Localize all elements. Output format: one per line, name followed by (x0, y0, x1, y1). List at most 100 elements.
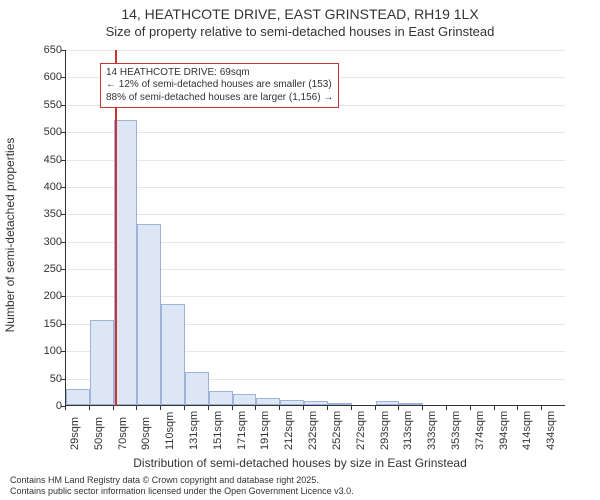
x-tick-mark (446, 406, 447, 410)
histogram-bar (90, 320, 114, 405)
x-tick-label: 171sqm (236, 411, 248, 450)
x-tick-label: 374sqm (474, 411, 486, 450)
x-tick-label: 272sqm (355, 411, 367, 450)
y-tick-label: 650 (22, 44, 62, 56)
y-tick-mark (61, 242, 65, 243)
x-tick-label: 110sqm (164, 412, 176, 450)
histogram-bar (280, 400, 304, 405)
y-tick-label: 200 (22, 290, 62, 302)
x-tick-label: 414sqm (521, 411, 533, 450)
histogram-bar (399, 403, 423, 405)
footer-attribution: Contains HM Land Registry data © Crown c… (10, 475, 354, 496)
y-tick-mark (61, 132, 65, 133)
y-tick-label: 150 (22, 318, 62, 330)
x-tick-label: 212sqm (283, 411, 295, 450)
y-tick-mark (61, 105, 65, 106)
x-tick-mark (65, 406, 66, 410)
y-tick-mark (61, 160, 65, 161)
x-tick-label: 151sqm (212, 411, 224, 450)
gridline (66, 187, 565, 188)
x-tick-label: 394sqm (498, 411, 510, 450)
histogram-bar (185, 372, 209, 405)
x-tick-label: 434sqm (545, 411, 557, 450)
x-tick-label: 232sqm (307, 411, 319, 450)
y-tick-label: 50 (22, 373, 62, 385)
y-tick-mark (61, 50, 65, 51)
y-tick-mark (61, 77, 65, 78)
chart-title-line1: 14, HEATHCOTE DRIVE, EAST GRINSTEAD, RH1… (0, 6, 600, 22)
histogram-chart: 14, HEATHCOTE DRIVE, EAST GRINSTEAD, RH1… (0, 0, 600, 500)
y-tick-mark (61, 351, 65, 352)
histogram-bar (256, 398, 280, 405)
x-tick-mark (303, 406, 304, 410)
x-tick-mark (136, 406, 137, 410)
gridline (66, 50, 565, 51)
x-tick-label: 90sqm (140, 417, 152, 450)
y-axis-title: Number of semi-detached properties (3, 138, 17, 333)
histogram-bar (376, 401, 400, 405)
x-tick-label: 353sqm (450, 411, 462, 450)
annotation-box: 14 HEATHCOTE DRIVE: 69sqm← 12% of semi-d… (100, 63, 339, 109)
x-tick-label: 50sqm (93, 417, 105, 450)
x-tick-mark (541, 406, 542, 410)
y-tick-mark (61, 296, 65, 297)
annotation-line3: 88% of semi-detached houses are larger (… (106, 92, 333, 105)
y-tick-mark (61, 324, 65, 325)
chart-title-line2: Size of property relative to semi-detach… (0, 24, 600, 39)
y-tick-label: 250 (22, 263, 62, 275)
y-tick-label: 100 (22, 345, 62, 357)
histogram-bar (304, 401, 328, 405)
x-axis-title: Distribution of semi-detached houses by … (0, 456, 600, 470)
y-tick-label: 300 (22, 236, 62, 248)
x-tick-mark (351, 406, 352, 410)
x-tick-mark (494, 406, 495, 410)
chart-title: 14, HEATHCOTE DRIVE, EAST GRINSTEAD, RH1… (0, 6, 600, 39)
y-tick-label: 600 (22, 71, 62, 83)
x-tick-label: 70sqm (117, 417, 129, 450)
gridline (66, 214, 565, 215)
x-tick-mark (279, 406, 280, 410)
histogram-bar (114, 120, 138, 405)
x-tick-mark (517, 406, 518, 410)
x-tick-mark (208, 406, 209, 410)
x-tick-mark (255, 406, 256, 410)
y-tick-mark (61, 379, 65, 380)
y-tick-mark (61, 214, 65, 215)
histogram-bar (328, 403, 352, 405)
y-tick-label: 400 (22, 181, 62, 193)
y-tick-label: 500 (22, 126, 62, 138)
x-tick-mark (327, 406, 328, 410)
x-tick-mark (375, 406, 376, 410)
x-tick-label: 293sqm (379, 411, 391, 450)
y-tick-label: 350 (22, 208, 62, 220)
histogram-bar (209, 391, 233, 405)
annotation-line1: 14 HEATHCOTE DRIVE: 69sqm (106, 67, 333, 80)
y-tick-label: 550 (22, 99, 62, 111)
x-tick-mark (184, 406, 185, 410)
x-tick-label: 29sqm (69, 417, 81, 450)
x-tick-mark (89, 406, 90, 410)
x-tick-mark (160, 406, 161, 410)
gridline (66, 132, 565, 133)
footer-line2: Contains public sector information licen… (10, 486, 354, 496)
x-tick-label: 131sqm (188, 411, 200, 450)
x-tick-label: 333sqm (426, 411, 438, 450)
histogram-bar (66, 389, 90, 405)
histogram-bar (137, 224, 161, 405)
footer-line1: Contains HM Land Registry data © Crown c… (10, 475, 354, 485)
x-tick-mark (422, 406, 423, 410)
annotation-line2: ← 12% of semi-detached houses are smalle… (106, 79, 333, 92)
x-tick-mark (398, 406, 399, 410)
x-tick-mark (470, 406, 471, 410)
histogram-bar (233, 394, 257, 405)
x-tick-label: 191sqm (259, 411, 271, 450)
y-tick-label: 0 (22, 400, 62, 412)
y-tick-mark (61, 269, 65, 270)
x-tick-label: 252sqm (331, 411, 343, 450)
y-tick-label: 450 (22, 154, 62, 166)
x-tick-mark (113, 406, 114, 410)
histogram-bar (161, 304, 185, 405)
gridline (66, 160, 565, 161)
x-tick-label: 313sqm (402, 411, 414, 450)
y-tick-mark (61, 187, 65, 188)
